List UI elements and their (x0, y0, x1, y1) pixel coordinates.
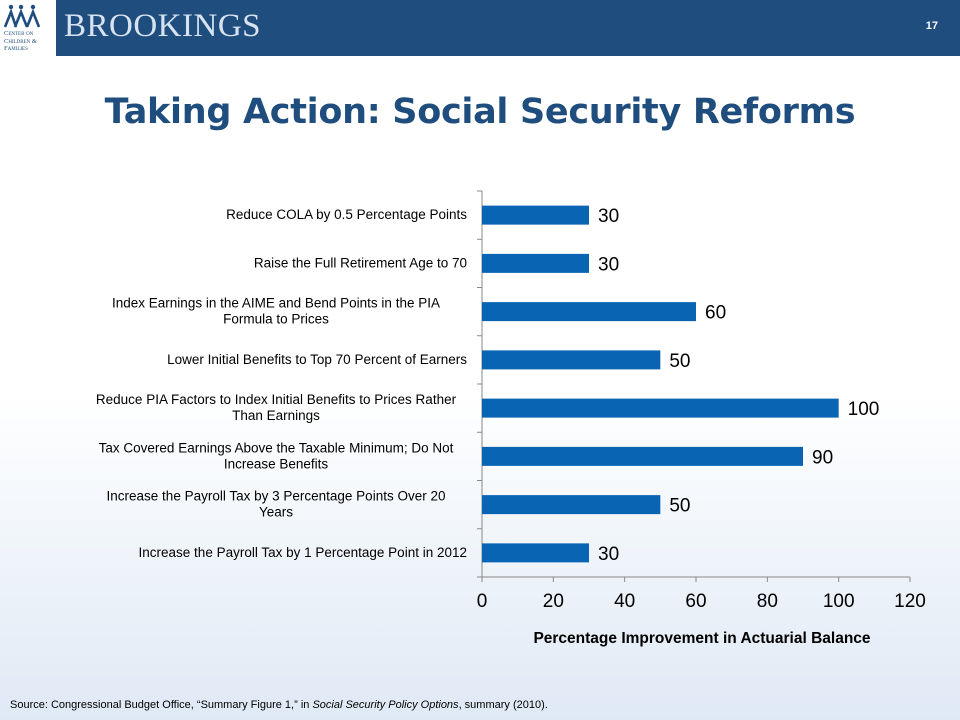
source-title: Social Security Policy Options (312, 699, 459, 711)
brand-name: BROOKINGS (64, 8, 262, 44)
page-title: Taking Action: Social Security Reforms (104, 92, 856, 132)
category-label: Increase the Payroll Tax by 3 Percentage… (107, 489, 446, 520)
source-suffix: , summary (2010). (458, 699, 548, 711)
data-label: 30 (598, 544, 619, 565)
category-label: Raise the Full Retirement Age to 70 (254, 255, 467, 270)
bar (482, 205, 589, 225)
x-tick-label: 0 (477, 591, 488, 612)
x-tick-label: 20 (543, 591, 564, 612)
category-label-line: Than Earnings (232, 408, 320, 423)
data-label: 30 (598, 206, 619, 227)
data-label: 30 (598, 254, 619, 275)
category-label: Reduce COLA by 0.5 Percentage Points (226, 207, 467, 222)
page-number: 17 (925, 20, 938, 32)
center-name: Center on Children & Families (4, 30, 37, 52)
category-label: Index Earnings in the AIME and Bend Poin… (112, 296, 440, 327)
category-label-line: Formula to Prices (223, 312, 329, 327)
x-tick-label: 40 (614, 591, 635, 612)
category-label: Increase the Payroll Tax by 1 Percentage… (139, 545, 467, 560)
x-tick-label: 100 (823, 591, 855, 612)
source-note: Source: Congressional Budget Office, “Su… (10, 699, 548, 711)
source-prefix: Source: Congressional Budget Office, “Su… (10, 699, 313, 711)
category-label-line: Reduce COLA by 0.5 Percentage Points (226, 207, 467, 222)
category-label-line: Raise the Full Retirement Age to 70 (254, 255, 467, 270)
center-logo: Center on Children & Families (0, 0, 56, 56)
category-label: Lower Initial Benefits to Top 70 Percent… (167, 352, 467, 367)
bar (482, 398, 839, 418)
x-axis-title: Percentage Improvement in Actuarial Bala… (533, 630, 870, 647)
data-label: 50 (669, 496, 690, 517)
category-label-line: Increase the Payroll Tax by 1 Percentage… (139, 545, 467, 560)
bar (482, 543, 589, 563)
data-label: 50 (669, 351, 690, 372)
category-label-line: Index Earnings in the AIME and Bend Poin… (112, 296, 440, 311)
category-label-line: Increase Benefits (224, 456, 329, 471)
bar-chart: 30 Reduce COLA by 0.5 Percentage Points 30… (96, 190, 926, 647)
data-label: 100 (848, 399, 880, 420)
x-tick-label: 120 (894, 591, 926, 612)
category-label-line: Tax Covered Earnings Above the Taxable M… (99, 440, 454, 455)
data-label: 60 (705, 303, 726, 324)
header-bar: Center on Children & Families BROOKINGS … (0, 0, 960, 56)
category-label-line: Reduce PIA Factors to Index Initial Bene… (96, 392, 457, 407)
category-label-line: Years (259, 505, 293, 520)
bar (482, 350, 661, 370)
data-label: 90 (812, 447, 833, 468)
bar (482, 253, 589, 273)
x-tick-label: 60 (685, 591, 706, 612)
bar (482, 302, 696, 322)
bar (482, 446, 803, 466)
family-figures-icon (3, 4, 41, 28)
x-tick-label: 80 (757, 591, 778, 612)
category-label-line: Increase the Payroll Tax by 3 Percentage… (107, 489, 446, 504)
category-label: Reduce PIA Factors to Index Initial Bene… (96, 392, 457, 423)
category-label: Tax Covered Earnings Above the Taxable M… (99, 440, 454, 471)
category-label-line: Lower Initial Benefits to Top 70 Percent… (167, 352, 467, 367)
bar (482, 495, 661, 515)
